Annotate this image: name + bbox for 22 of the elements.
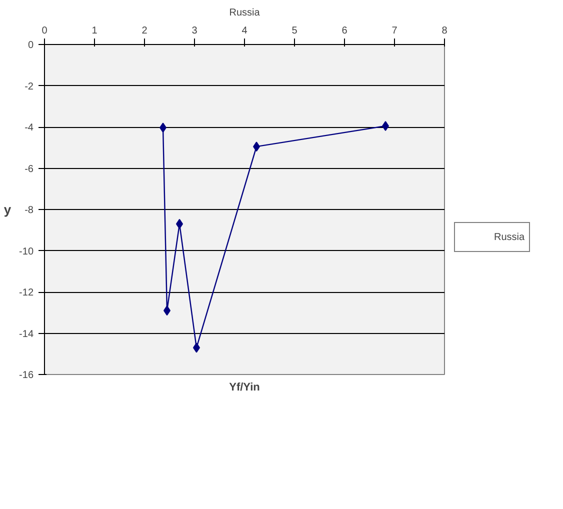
y-tick-label: -8 [24, 205, 34, 216]
x-tick-label: 5 [292, 26, 298, 36]
x-tick-label: 0 [42, 26, 48, 36]
y-tick-label: -14 [19, 328, 34, 340]
x-tick-label: 3 [192, 26, 198, 36]
y-tick-label: -16 [19, 370, 34, 381]
y-tick-label: 0 [28, 40, 34, 51]
text: Russia [494, 232, 525, 242]
x-tick-label: 6 [342, 26, 348, 36]
y-tick-label: -6 [24, 164, 34, 175]
x-tick-label: 1 [92, 26, 98, 36]
x-tick-label: 7 [392, 26, 398, 36]
y-axis-title: y [4, 202, 12, 217]
y-tick-label: -10 [19, 246, 34, 258]
x-tick-label: 2 [142, 26, 148, 36]
y-tick-label: -2 [24, 81, 34, 92]
y-tick-label: -4 [24, 122, 34, 134]
y-tick-label: -12 [19, 288, 34, 298]
x-axis-title: Yf/Yin [229, 382, 260, 394]
chart-title: Russia [229, 8, 260, 18]
x-tick-label: 4 [242, 26, 248, 36]
x-tick-label: 8 [442, 26, 448, 36]
